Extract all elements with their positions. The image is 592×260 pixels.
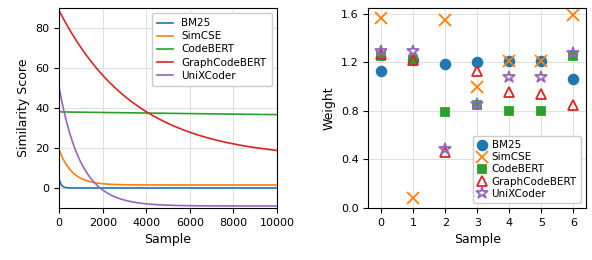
CodeBERT: [442, 110, 449, 114]
SimCSE: [274, 183, 281, 186]
UniXCoder: [474, 102, 481, 105]
Legend: BM25, SimCSE, CodeBERT, GraphCodeBERT, UniXCoder: BM25, SimCSE, CodeBERT, GraphCodeBERT, U…: [473, 136, 581, 203]
GraphCodeBERT: [234, 143, 242, 146]
SimCSE: [506, 60, 513, 63]
BM25: [570, 78, 577, 81]
Line: CodeBERT: CodeBERT: [377, 52, 577, 116]
SimCSE: [95, 182, 102, 185]
SimCSE: [186, 183, 194, 186]
SimCSE: [474, 85, 481, 88]
SimCSE: [442, 18, 449, 22]
SimCSE: [378, 16, 385, 19]
Line: GraphCodeBERT: GraphCodeBERT: [377, 49, 578, 157]
UniXCoder: [538, 75, 545, 79]
GraphCodeBERT: [197, 134, 204, 137]
CodeBERT: [570, 55, 577, 58]
GraphCodeBERT: [538, 92, 545, 95]
UniXCoder: [378, 50, 385, 53]
UniXCoder: [274, 204, 281, 207]
UniXCoder: [442, 147, 449, 150]
UniXCoder: [506, 75, 513, 79]
UniXCoder: [410, 50, 417, 53]
CodeBERT: [234, 113, 242, 116]
BM25: [197, 186, 204, 190]
CodeBERT: [378, 55, 385, 58]
BM25: [56, 178, 63, 181]
UniXCoder: [570, 51, 577, 54]
CodeBERT: [139, 112, 146, 115]
GraphCodeBERT: [474, 69, 481, 73]
BM25: [234, 186, 242, 190]
BM25: [274, 186, 281, 190]
CodeBERT: [274, 113, 281, 116]
BM25: [218, 186, 225, 190]
UniXCoder: [197, 204, 204, 207]
UniXCoder: [56, 86, 63, 89]
UniXCoder: [95, 185, 102, 188]
GraphCodeBERT: [410, 58, 417, 62]
CodeBERT: [56, 110, 63, 113]
SimCSE: [570, 14, 577, 17]
CodeBERT: [95, 111, 102, 114]
CodeBERT: [538, 109, 545, 113]
BM25: [474, 61, 481, 64]
X-axis label: Sample: Sample: [453, 233, 501, 246]
Y-axis label: Similarity Score: Similarity Score: [17, 59, 30, 157]
CodeBERT: [506, 109, 513, 113]
Line: SimCSE: SimCSE: [375, 10, 579, 204]
GraphCodeBERT: [442, 151, 449, 154]
GraphCodeBERT: [378, 52, 385, 55]
Line: UniXCoder: UniXCoder: [375, 45, 580, 155]
UniXCoder: [139, 202, 146, 205]
CodeBERT: [410, 58, 417, 62]
GraphCodeBERT: [274, 149, 281, 152]
GraphCodeBERT: [95, 69, 102, 72]
CodeBERT: [197, 112, 204, 115]
BM25: [139, 186, 146, 190]
GraphCodeBERT: [56, 9, 63, 12]
SimCSE: [538, 60, 545, 63]
X-axis label: Sample: Sample: [144, 233, 192, 246]
BM25: [538, 60, 545, 63]
Line: BM25: BM25: [377, 55, 578, 84]
CodeBERT: [474, 103, 481, 106]
CodeBERT: [218, 112, 225, 115]
GraphCodeBERT: [506, 90, 513, 93]
GraphCodeBERT: [570, 103, 577, 106]
SimCSE: [410, 197, 417, 200]
GraphCodeBERT: [218, 140, 225, 143]
BM25: [410, 58, 417, 62]
GraphCodeBERT: [139, 108, 146, 111]
Line: CodeBERT: CodeBERT: [59, 112, 277, 115]
BM25: [506, 60, 513, 63]
UniXCoder: [218, 204, 225, 207]
BM25: [186, 186, 194, 190]
UniXCoder: [186, 204, 194, 207]
Line: SimCSE: SimCSE: [59, 150, 277, 185]
UniXCoder: [234, 204, 242, 207]
SimCSE: [234, 183, 242, 186]
BM25: [95, 186, 102, 190]
SimCSE: [218, 183, 225, 186]
Line: BM25: BM25: [59, 180, 277, 188]
SimCSE: [139, 183, 146, 186]
Y-axis label: Weight: Weight: [322, 86, 335, 130]
CodeBERT: [186, 112, 194, 115]
BM25: [378, 69, 385, 73]
Line: UniXCoder: UniXCoder: [59, 88, 277, 206]
SimCSE: [56, 148, 63, 152]
GraphCodeBERT: [186, 131, 194, 134]
BM25: [442, 62, 449, 65]
Legend: BM25, SimCSE, CodeBERT, GraphCodeBERT, UniXCoder: BM25, SimCSE, CodeBERT, GraphCodeBERT, U…: [152, 13, 272, 86]
SimCSE: [197, 183, 204, 186]
Line: GraphCodeBERT: GraphCodeBERT: [59, 11, 277, 151]
